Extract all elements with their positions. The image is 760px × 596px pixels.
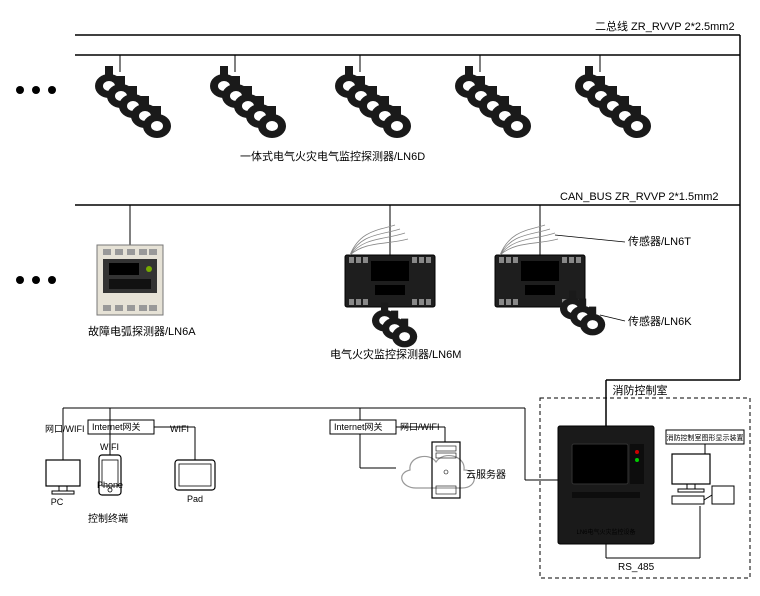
pc-icon xyxy=(46,460,80,494)
monitor-ln6m-1 xyxy=(345,205,435,347)
sensor-ln6t-label: 传感器/LN6T xyxy=(628,235,691,248)
detector-row-label: 一体式电气火灾电气监控探测器/LN6D xyxy=(240,149,425,163)
bus2-label: CAN_BUS ZR_RVVP 2*1.5mm2 xyxy=(560,191,719,203)
ellipsis-icon xyxy=(16,86,56,94)
detector-row xyxy=(95,55,651,138)
network-tier: Internet网关 网口/WIFI WIFI WIFI PC Phone Pa… xyxy=(45,408,558,525)
terminal-label: 控制终端 xyxy=(88,512,128,525)
arc-detector-ln6a xyxy=(97,205,163,315)
internet-gateway-label-2: Internet网关 xyxy=(334,421,383,432)
bus1-label: 二总线 ZR_RVVP 2*2.5mm2 xyxy=(595,19,735,33)
phone-label: Phone xyxy=(97,480,123,490)
fire-cabinet xyxy=(558,426,654,544)
ellipsis-icon xyxy=(16,276,56,284)
pad-label: Pad xyxy=(187,494,203,504)
cloud-server: 云服务器 xyxy=(402,442,506,498)
room-title: 消防控制室 xyxy=(613,383,668,397)
display-device-label: 消防控制室图形显示装置 xyxy=(667,433,744,442)
internet-gateway-label: Internet网关 xyxy=(92,421,141,432)
monitor-ln6m-2 xyxy=(495,205,605,335)
detector-ln6d xyxy=(455,66,531,138)
detector-ln6d xyxy=(335,66,411,138)
wifi-label-1: WIFI xyxy=(170,424,189,434)
workstation-icon xyxy=(672,454,734,504)
fire-control-room: 消防控制室 消防控制室图形显示装置 RS_485 xyxy=(540,383,750,578)
detector-ln6d xyxy=(95,66,171,138)
pad-icon xyxy=(175,460,215,490)
sensor-ln6k-label: 传感器/LN6K xyxy=(628,315,692,328)
detector-ln6d xyxy=(575,66,651,138)
eth-wifi-label-1: 网口/WIFI xyxy=(45,424,85,434)
bus1: 二总线 ZR_RVVP 2*2.5mm2 一体式电气火灾电气监控探测器/LN6D xyxy=(16,19,740,163)
detector-ln6d xyxy=(210,66,286,138)
monitor-label: 电气火灾监控探测器/LN6M xyxy=(330,347,461,361)
rs485-label: RS_485 xyxy=(618,562,655,573)
arc-detector-label: 故障电弧探测器/LN6A xyxy=(88,324,196,338)
cloud-label: 云服务器 xyxy=(466,468,506,481)
pc-label: PC xyxy=(51,497,64,507)
